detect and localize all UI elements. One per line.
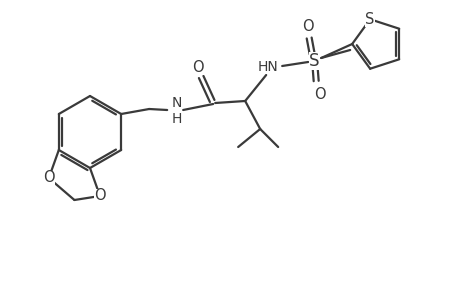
Text: O: O <box>313 86 325 101</box>
Text: O: O <box>302 19 313 34</box>
Text: S: S <box>364 12 374 27</box>
Text: O: O <box>43 170 55 185</box>
Text: HN: HN <box>257 60 278 74</box>
Text: O: O <box>192 59 203 74</box>
Text: S: S <box>308 52 319 70</box>
Text: O: O <box>94 188 106 203</box>
Text: N
H: N H <box>172 96 182 126</box>
